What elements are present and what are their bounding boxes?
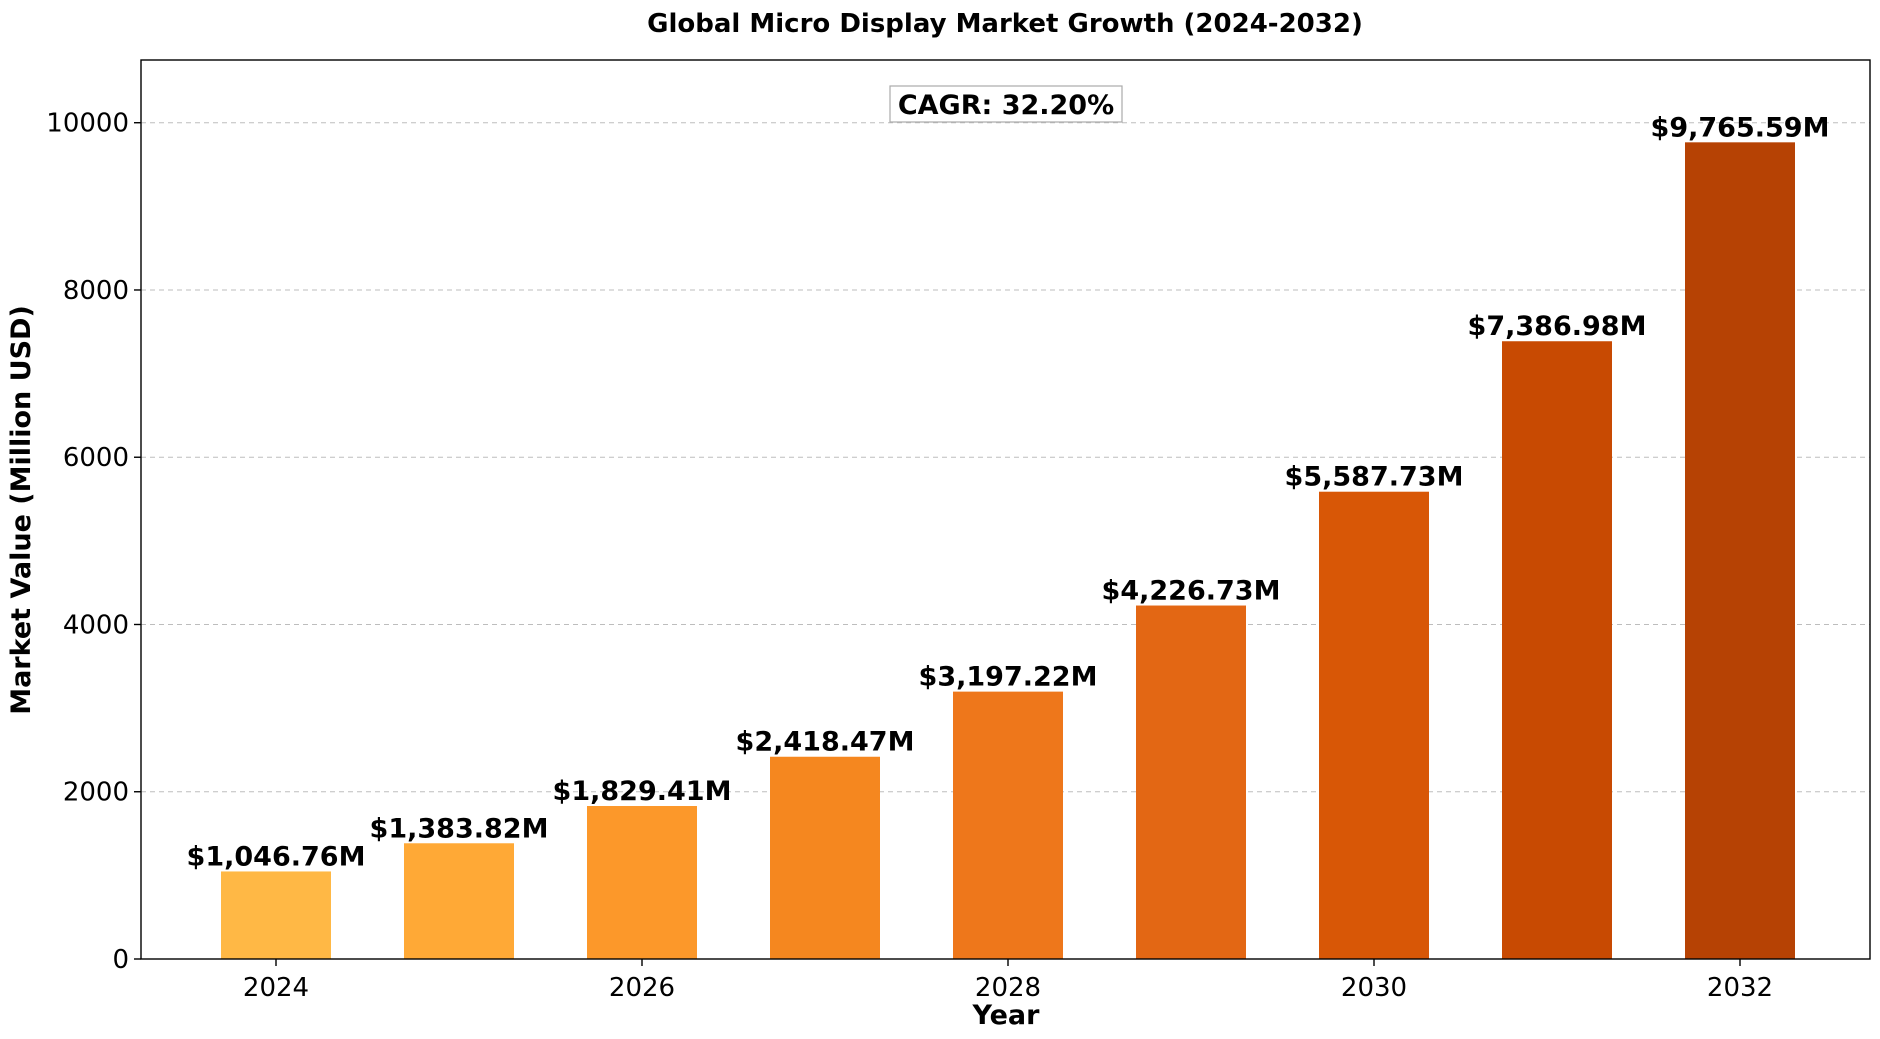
bar-2030 xyxy=(1319,491,1429,959)
bar-value-label: $1,383.82M xyxy=(370,813,549,844)
y-tick-label: 10000 xyxy=(46,109,129,139)
x-axis-label: Year xyxy=(972,1000,1041,1031)
bar-value-label: $9,765.59M xyxy=(1651,112,1830,143)
annotation-box xyxy=(889,85,1123,123)
bar-2026 xyxy=(587,806,697,959)
bar-value-labels: $1,046.76M$1,383.82M$1,829.41M$2,418.47M… xyxy=(187,112,1830,872)
y-tick-label: 4000 xyxy=(63,610,129,640)
bar-2024 xyxy=(221,871,331,959)
x-tick-label: 2026 xyxy=(609,973,675,1003)
y-tick-label: 8000 xyxy=(63,276,129,306)
bar-2029 xyxy=(1136,605,1246,959)
x-tick-label: 2030 xyxy=(1341,973,1407,1003)
annotation-text: CAGR: 32.20% xyxy=(898,90,1114,121)
bar-value-label: $1,046.76M xyxy=(187,841,366,872)
chart-title: Global Micro Display Market Growth (2024… xyxy=(647,9,1363,39)
bar-2032 xyxy=(1685,142,1795,959)
x-tick-label: 2028 xyxy=(975,973,1041,1003)
bars xyxy=(221,142,1795,959)
bar-value-label: $3,197.22M xyxy=(919,662,1098,693)
bar-value-label: $5,587.73M xyxy=(1285,462,1464,493)
bar-value-label: $1,829.41M xyxy=(553,776,732,807)
y-tick-label: 0 xyxy=(112,945,129,975)
y-axis-label: Market Value (Million USD) xyxy=(6,305,37,715)
y-tick-label: 2000 xyxy=(63,778,129,808)
bar-2027 xyxy=(770,756,880,959)
x-axis-ticks: 2024 2026 2028 2030 2032 xyxy=(243,959,1773,1003)
bar-value-label: $2,418.47M xyxy=(736,727,915,758)
x-tick-label: 2032 xyxy=(1707,973,1773,1003)
x-tick-label: 2024 xyxy=(243,973,309,1003)
plot-frame xyxy=(140,59,1871,960)
bar-2031 xyxy=(1502,341,1612,959)
y-axis-ticks: 0 2000 4000 6000 8000 10000 xyxy=(46,109,141,975)
bar-2025 xyxy=(404,843,514,959)
bar-value-label: $4,226.73M xyxy=(1102,576,1281,607)
bar-2028 xyxy=(953,691,1063,959)
bar-value-label: $7,386.98M xyxy=(1468,311,1647,342)
cagr-annotation: CAGR: 32.20% xyxy=(889,85,1123,123)
y-tick-label: 6000 xyxy=(63,443,129,473)
